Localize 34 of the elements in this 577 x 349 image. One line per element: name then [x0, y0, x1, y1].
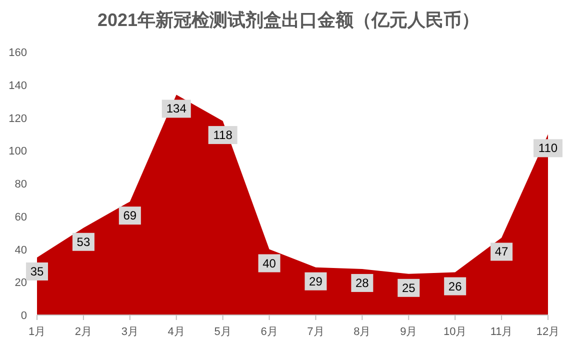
data-label: 29 [309, 274, 323, 288]
x-tick-label: 1月 [28, 326, 46, 338]
y-tick-label: 140 [8, 80, 27, 92]
y-tick-label: 60 [14, 211, 27, 224]
x-tick-label: 2月 [74, 326, 92, 338]
y-tick-label: 0 [20, 310, 27, 322]
x-tick-label: 8月 [354, 326, 371, 338]
x-tick-label: 10月 [443, 326, 467, 338]
data-label: 47 [494, 244, 509, 259]
y-tick-label: 40 [14, 244, 27, 256]
x-tick-label: 4月 [168, 326, 185, 338]
x-tick-label: 6月 [260, 326, 278, 338]
x-tick-label: 7月 [307, 326, 324, 338]
data-label: 134 [166, 102, 187, 116]
data-label: 53 [76, 234, 90, 249]
data-label: 35 [30, 264, 44, 278]
y-tick-label: 120 [8, 112, 27, 125]
data-label: 40 [262, 256, 276, 270]
data-label: 69 [123, 208, 137, 223]
x-tick-label: 12月 [536, 326, 560, 338]
x-tick-label: 9月 [400, 326, 418, 338]
y-tick-label: 80 [14, 178, 27, 190]
x-tick-label: 11月 [490, 326, 513, 338]
y-tick-label: 20 [14, 277, 27, 290]
x-tick-label: 5月 [214, 326, 232, 338]
x-tick-label: 3月 [121, 326, 138, 338]
data-label: 118 [213, 128, 233, 142]
data-label: 110 [538, 141, 558, 156]
data-label: 25 [402, 280, 416, 295]
data-label: 28 [356, 276, 370, 290]
y-tick-label: 160 [8, 47, 27, 59]
y-tick-label: 100 [8, 146, 27, 158]
data-label: 26 [448, 279, 462, 294]
chart-title: 2021年新冠检测试剂盒出口金额（亿元人民币） [97, 10, 480, 30]
